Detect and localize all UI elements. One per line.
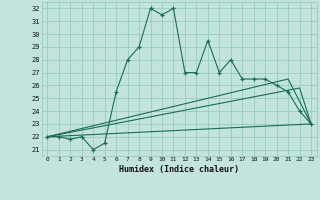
X-axis label: Humidex (Indice chaleur): Humidex (Indice chaleur)	[119, 165, 239, 174]
